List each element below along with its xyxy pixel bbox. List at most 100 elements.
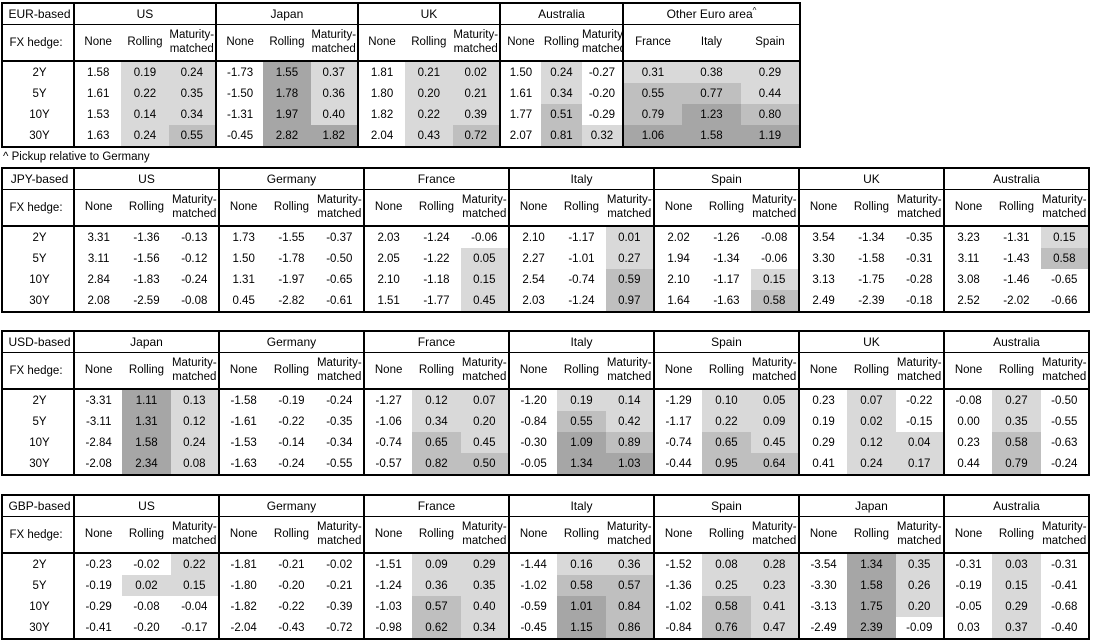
value-cell: 0.07: [460, 389, 509, 411]
value-cell: -0.50: [326, 252, 353, 265]
country-name: US: [136, 7, 154, 21]
country-header: Japan: [73, 331, 219, 353]
tenor-label: 2Y: [2, 389, 75, 411]
value-cell: -0.08: [942, 389, 993, 411]
value-cell: 0.55: [621, 83, 682, 104]
value-cell: 0.27: [992, 389, 1041, 411]
value-cell: -0.41: [1051, 579, 1078, 592]
value-cell: 3.11: [942, 248, 993, 269]
value-cell: 0.58: [992, 432, 1041, 453]
value-cell: -0.61: [326, 294, 353, 307]
hedge-col-header: None: [797, 189, 848, 227]
value-cell: -0.24: [278, 457, 305, 470]
hedge-col-header: None: [498, 24, 541, 62]
hedge-col-header: None: [652, 516, 703, 554]
country-name: Other Euro area: [666, 7, 753, 21]
value-cell: 2.54: [507, 269, 558, 290]
country-header: UK: [356, 3, 500, 25]
value-cell: -0.39: [326, 600, 353, 613]
value-cell: -1.43: [1003, 252, 1030, 265]
value-cell: 1.31: [217, 269, 268, 290]
value-cell: 0.02: [122, 575, 171, 596]
value-cell: -0.17: [181, 621, 208, 634]
value-cell: 1.64: [652, 290, 703, 312]
value-cell: -1.06: [362, 411, 413, 432]
value-cell: -0.20: [278, 579, 305, 592]
value-cell: -1.24: [362, 575, 413, 596]
value-cell: -0.74: [568, 273, 595, 286]
value-cell: 0.21: [405, 61, 453, 83]
country-header: Germany: [217, 495, 364, 517]
value-cell: -0.28: [906, 273, 933, 286]
tenor-label: 30Y: [2, 617, 75, 639]
value-cell: -0.31: [906, 252, 933, 265]
value-cell: 0.65: [702, 432, 751, 453]
tenor-label: 10Y: [2, 269, 75, 290]
value-cell: -0.45: [214, 125, 264, 147]
value-cell: 0.62: [412, 617, 461, 639]
value-cell: -1.17: [568, 231, 595, 244]
country-header: Germany: [217, 168, 364, 190]
value-cell: -1.58: [217, 389, 268, 411]
value-cell: 0.40: [310, 104, 358, 125]
value-cell: -0.22: [278, 600, 305, 613]
value-cell: 0.15: [170, 575, 219, 596]
country-name: Australia: [993, 172, 1040, 186]
value-cell: -0.63: [1051, 436, 1078, 449]
hedge-col-header: Maturity-matched: [460, 352, 509, 390]
country-name: Japan: [130, 335, 163, 349]
value-cell: 3.23: [942, 226, 993, 248]
value-cell: 1.53: [72, 104, 122, 125]
value-cell: -1.53: [217, 432, 268, 453]
value-cell: 1.82: [310, 125, 358, 147]
value-cell: 0.24: [168, 61, 216, 83]
hedge-col-header: Rolling: [412, 189, 461, 227]
value-cell: 0.29: [797, 432, 848, 453]
value-cell: 0.21: [452, 83, 500, 104]
value-cell: 0.44: [740, 83, 800, 104]
country-name: Spain: [711, 499, 742, 513]
fx-hedge-label: FX hedge:: [2, 352, 75, 390]
country-header: US: [73, 495, 219, 517]
hedge-col-header: Maturity-matched: [750, 189, 799, 227]
country-name: UK: [420, 7, 438, 21]
hedge-col-header: Maturity-matched: [315, 189, 364, 227]
value-cell: 0.86: [605, 617, 654, 639]
value-cell: -0.37: [326, 231, 353, 244]
value-cell: 2.27: [507, 248, 558, 269]
country-name: Germany: [266, 172, 317, 186]
value-cell: 0.07: [847, 389, 896, 411]
value-cell: 3.31: [72, 226, 123, 248]
value-cell: 2.10: [362, 269, 413, 290]
hedge-col-header: Rolling: [121, 24, 169, 62]
value-cell: 0.34: [540, 83, 582, 104]
value-cell: 0.20: [405, 83, 453, 104]
value-cell: 0.36: [412, 575, 461, 596]
value-cell: -0.13: [181, 231, 208, 244]
value-cell: -0.29: [72, 596, 123, 617]
value-cell: -2.59: [133, 294, 160, 307]
value-cell: 0.36: [310, 83, 358, 104]
hedge-col-header: Maturity-matched: [315, 352, 364, 390]
value-cell: 0.12: [412, 389, 461, 411]
hedge-col-header: Maturity-matched: [168, 24, 216, 62]
tenor-label: 30Y: [2, 125, 75, 147]
value-cell: -0.20: [588, 87, 616, 100]
country-header: Italy: [507, 168, 654, 190]
hedge-col-header: None: [942, 516, 993, 554]
value-cell: 0.10: [702, 389, 751, 411]
value-cell: 0.57: [605, 575, 654, 596]
value-cell: 0.20: [895, 596, 944, 617]
value-cell: 2.39: [847, 617, 896, 639]
country-header: Germany: [217, 331, 364, 353]
tenor-label: 30Y: [2, 453, 75, 475]
value-cell: -0.12: [181, 252, 208, 265]
value-cell: 1.50: [498, 61, 541, 83]
base-currency-label: USD-based: [2, 331, 75, 353]
country-name: UK: [863, 335, 880, 349]
country-name: Australia: [538, 7, 585, 21]
base-currency-label: GBP-based: [2, 495, 75, 517]
value-cell: -3.11: [72, 411, 123, 432]
value-cell: -0.04: [181, 600, 208, 613]
value-cell: 0.27: [605, 248, 654, 269]
